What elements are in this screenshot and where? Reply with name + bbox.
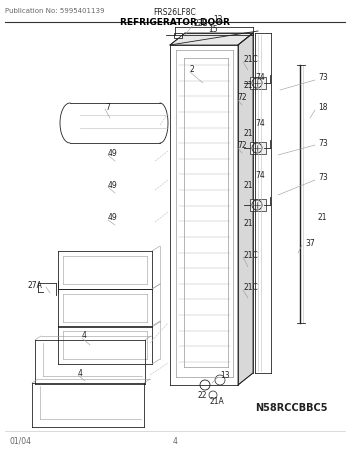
Bar — [250, 142, 266, 154]
Polygon shape — [238, 33, 253, 385]
Text: 74: 74 — [255, 73, 265, 82]
Text: 22: 22 — [198, 390, 208, 400]
Text: 73: 73 — [318, 173, 328, 183]
Text: FRS26LF8C: FRS26LF8C — [154, 8, 196, 17]
Text: 49: 49 — [108, 149, 118, 158]
Text: 27A: 27A — [28, 280, 43, 289]
Text: 21C: 21C — [243, 284, 258, 293]
Bar — [250, 77, 266, 89]
Text: N58RCCBBC5: N58RCCBBC5 — [255, 403, 328, 413]
Bar — [250, 199, 266, 211]
Text: 4: 4 — [173, 437, 177, 445]
Polygon shape — [170, 33, 253, 45]
Text: REFRIGERATOR DOOR: REFRIGERATOR DOOR — [120, 18, 230, 27]
Text: 72: 72 — [237, 140, 247, 149]
Text: 21C: 21C — [243, 251, 258, 260]
Text: 21: 21 — [243, 129, 252, 138]
Text: 49: 49 — [108, 213, 118, 222]
Text: 21C: 21C — [243, 56, 258, 64]
Text: 74: 74 — [255, 119, 265, 127]
Text: 12: 12 — [213, 14, 223, 24]
Text: 2: 2 — [190, 66, 195, 74]
Text: 15: 15 — [208, 24, 218, 34]
Text: 7: 7 — [105, 102, 110, 111]
Bar — [174, 33, 182, 38]
Text: 18: 18 — [318, 103, 328, 112]
Text: 22B: 22B — [193, 19, 208, 28]
Text: 01/04: 01/04 — [10, 437, 32, 445]
Text: 21: 21 — [243, 218, 252, 227]
Text: 74: 74 — [255, 170, 265, 179]
Text: 73: 73 — [318, 139, 328, 148]
Text: 4: 4 — [82, 332, 87, 341]
Text: Publication No: 5995401139: Publication No: 5995401139 — [5, 8, 105, 14]
Text: 4: 4 — [78, 368, 83, 377]
Text: 21: 21 — [243, 180, 252, 189]
Text: 21: 21 — [243, 81, 252, 90]
Text: 37: 37 — [305, 238, 315, 247]
Text: 73: 73 — [318, 73, 328, 82]
Text: 21: 21 — [318, 213, 328, 222]
Text: 72: 72 — [237, 92, 247, 101]
Text: 21A: 21A — [210, 396, 225, 405]
Text: 49: 49 — [108, 180, 118, 189]
Text: 13: 13 — [220, 371, 230, 380]
